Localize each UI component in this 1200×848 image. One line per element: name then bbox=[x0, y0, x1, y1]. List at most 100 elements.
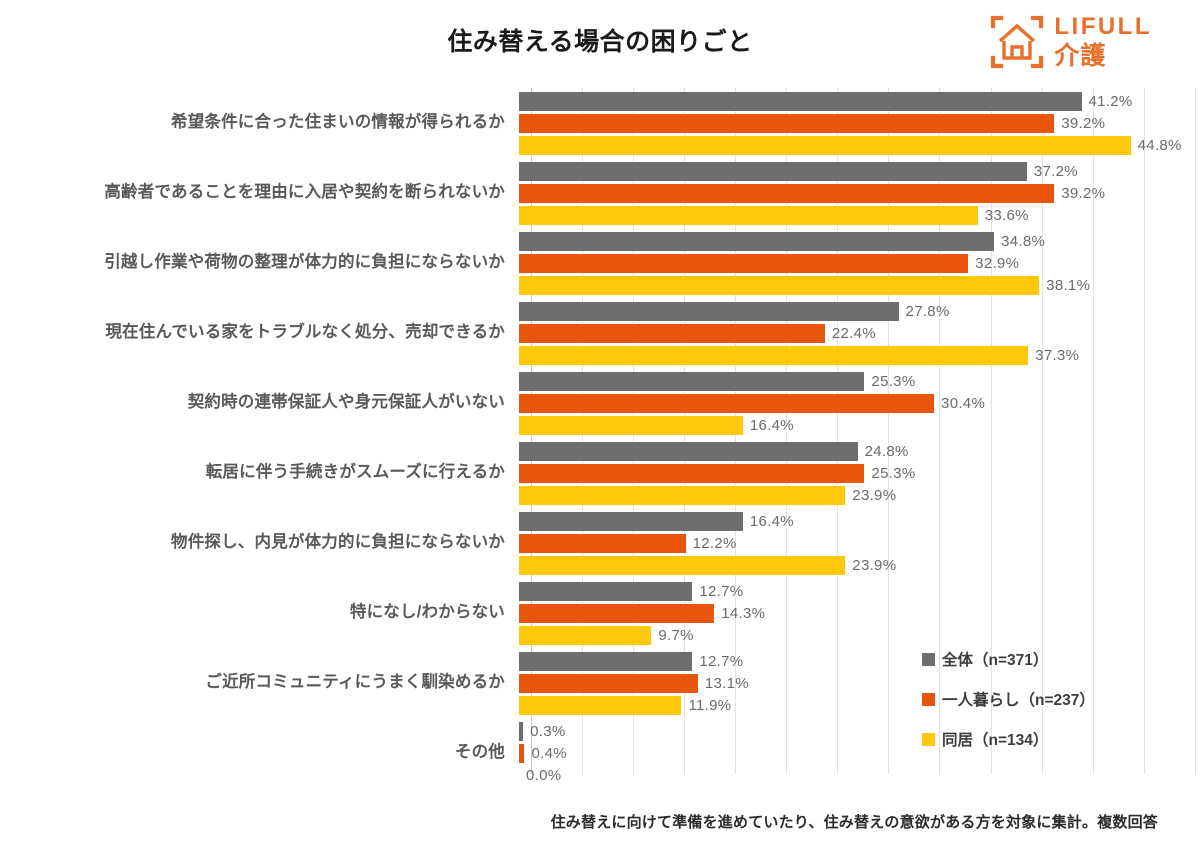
bar-together[interactable] bbox=[519, 416, 743, 435]
bar-together[interactable] bbox=[519, 136, 1131, 155]
bar-item: 16.4% bbox=[519, 416, 1188, 435]
bar-value-label: 12.2% bbox=[692, 535, 737, 552]
bar-value-label: 0.4% bbox=[531, 745, 567, 762]
gridline bbox=[837, 88, 839, 774]
bar-item: 37.3% bbox=[519, 346, 1188, 365]
bar-value-label: 23.9% bbox=[852, 557, 897, 574]
bar-group: 27.8% 22.4% 37.3% bbox=[519, 298, 1188, 368]
bar-together[interactable] bbox=[519, 486, 846, 505]
bar-value-label: 23.9% bbox=[852, 487, 897, 504]
legend-item-total[interactable]: 全体（n=371） bbox=[922, 648, 1095, 670]
bar-group-row: 高齢者であることを理由に入居や契約を断られないか 37.2% 39.2% 33.6% bbox=[0, 158, 1200, 228]
bar-value-label: 22.4% bbox=[831, 325, 876, 342]
bar-together[interactable] bbox=[519, 206, 978, 225]
chart-plot-area: 希望条件に合った住まいの情報が得られるか 41.2% 39.2% 44.8% 高齢者であ… bbox=[0, 88, 1200, 788]
legend-label: 全体（n=371） bbox=[942, 652, 1049, 669]
bar-single[interactable] bbox=[519, 464, 865, 483]
bar-rows: 希望条件に合った住まいの情報が得られるか 41.2% 39.2% 44.8% 高齢者であ… bbox=[0, 88, 1200, 788]
lifull-kaigo-logo: LIFULL 介護 bbox=[989, 14, 1152, 70]
legend-swatch-icon bbox=[922, 732, 935, 746]
bar-value-label: 37.3% bbox=[1035, 347, 1080, 364]
bar-group-row: 現在住んでいる家をトラブルなく処分、売却できるか 27.8% 22.4% 37.3% bbox=[0, 298, 1200, 368]
chart-legend: 全体（n=371） 一人暮らし（n=237） 同居（n=134） bbox=[922, 648, 1095, 750]
bar-value-label: 0.3% bbox=[530, 723, 566, 740]
bar-total[interactable] bbox=[519, 162, 1027, 181]
bar-value-label: 11.9% bbox=[688, 697, 732, 714]
bar-together[interactable] bbox=[519, 556, 846, 575]
legend-item-single[interactable]: 一人暮らし（n=237） bbox=[922, 688, 1095, 710]
bar-together[interactable] bbox=[519, 696, 682, 715]
bar-value-label: 16.4% bbox=[749, 513, 794, 530]
category-label: 現在住んでいる家をトラブルなく処分、売却できるか bbox=[105, 323, 505, 342]
bar-item: 30.4% bbox=[519, 394, 1188, 413]
gridline bbox=[888, 88, 890, 774]
bar-together[interactable] bbox=[519, 346, 1029, 365]
category-label: その他 bbox=[454, 743, 505, 762]
category-label: 転居に伴う手続きがスムーズに行えるか bbox=[205, 463, 505, 482]
bar-item: 23.9% bbox=[519, 486, 1188, 505]
bar-total[interactable] bbox=[519, 92, 1082, 111]
bar-total[interactable] bbox=[519, 372, 865, 391]
chart-header: 住み替える場合の困りごと bbox=[0, 0, 1200, 86]
bar-total[interactable] bbox=[519, 512, 743, 531]
logo-wordmark: LIFULL bbox=[1054, 13, 1152, 40]
bar-item: 14.3% bbox=[519, 604, 1188, 623]
bar-value-label: 38.1% bbox=[1046, 277, 1091, 294]
bar-single[interactable] bbox=[519, 604, 715, 623]
category-label: 高齢者であることを理由に入居や契約を断られないか bbox=[104, 183, 505, 202]
bar-item: 27.8% bbox=[519, 302, 1188, 321]
bar-item: 25.3% bbox=[519, 372, 1188, 391]
bar-single[interactable] bbox=[519, 394, 935, 413]
bar-single[interactable] bbox=[519, 674, 698, 693]
bar-value-label: 12.7% bbox=[699, 653, 744, 670]
bar-single[interactable] bbox=[519, 744, 525, 763]
bar-group-row: 引越し作業や荷物の整理が体力的に負担にならないか 34.8% 32.9% 38.1% bbox=[0, 228, 1200, 298]
bar-item: 11.9% bbox=[519, 696, 1188, 715]
bar-group: 24.8% 25.3% 23.9% bbox=[519, 438, 1188, 508]
gridline bbox=[786, 88, 788, 774]
bar-value-label: 12.7% bbox=[699, 583, 744, 600]
category-label: 物件探し、内見が体力的に負担にならないか bbox=[171, 533, 505, 552]
bar-total[interactable] bbox=[519, 722, 524, 741]
bar-value-label: 14.3% bbox=[721, 605, 766, 622]
bar-group-row: 希望条件に合った住まいの情報が得られるか 41.2% 39.2% 44.8% bbox=[0, 88, 1200, 158]
bar-total[interactable] bbox=[519, 442, 858, 461]
bar-item: 12.2% bbox=[519, 534, 1188, 553]
gridline bbox=[990, 88, 992, 774]
bar-group-row: 契約時の連帯保証人や身元保証人がいない 25.3% 30.4% 16.4% bbox=[0, 368, 1200, 438]
gridline bbox=[939, 88, 941, 774]
bar-group-row: 特になし/わからない 12.7% 14.3% 9.7% bbox=[0, 578, 1200, 648]
bar-item: 38.1% bbox=[519, 276, 1188, 295]
bar-together[interactable] bbox=[519, 626, 652, 645]
legend-label: 一人暮らし（n=237） bbox=[942, 692, 1095, 709]
bar-item: 33.6% bbox=[519, 206, 1188, 225]
category-label: 契約時の連帯保証人や身元保証人がいない bbox=[187, 393, 505, 412]
bar-single[interactable] bbox=[519, 114, 1055, 133]
legend-swatch-icon bbox=[922, 692, 935, 706]
bar-value-label: 44.8% bbox=[1137, 137, 1182, 154]
bar-item: 24.8% bbox=[519, 442, 1188, 461]
bar-value-label: 32.9% bbox=[975, 255, 1020, 272]
bar-single[interactable] bbox=[519, 534, 686, 553]
category-label: 特になし/わからない bbox=[349, 603, 505, 622]
bar-total[interactable] bbox=[519, 302, 899, 321]
bar-value-label: 34.8% bbox=[1001, 233, 1046, 250]
bar-single[interactable] bbox=[519, 254, 969, 273]
bar-total[interactable] bbox=[519, 582, 693, 601]
footnote: 住み替えに向けて準備を進めていたり、住み替えの意欲がある方を対象に集計。複数回答 bbox=[550, 814, 1158, 831]
bar-single[interactable] bbox=[519, 324, 825, 343]
bar-together[interactable] bbox=[519, 276, 1040, 295]
bar-total[interactable] bbox=[519, 232, 995, 251]
bar-item: 9.7% bbox=[519, 626, 1188, 645]
bar-item: 16.4% bbox=[519, 512, 1188, 531]
bar-group-row: その他 0.3% 0.4% 0.0% bbox=[0, 718, 1200, 788]
bar-single[interactable] bbox=[519, 184, 1055, 203]
bar-total[interactable] bbox=[519, 652, 693, 671]
bar-item: 25.3% bbox=[519, 464, 1188, 483]
bar-value-label: 27.8% bbox=[905, 303, 950, 320]
bar-item: 32.9% bbox=[519, 254, 1188, 273]
legend-item-together[interactable]: 同居（n=134） bbox=[922, 728, 1095, 750]
bar-item: 37.2% bbox=[519, 162, 1188, 181]
bar-value-label: 39.2% bbox=[1061, 185, 1106, 202]
